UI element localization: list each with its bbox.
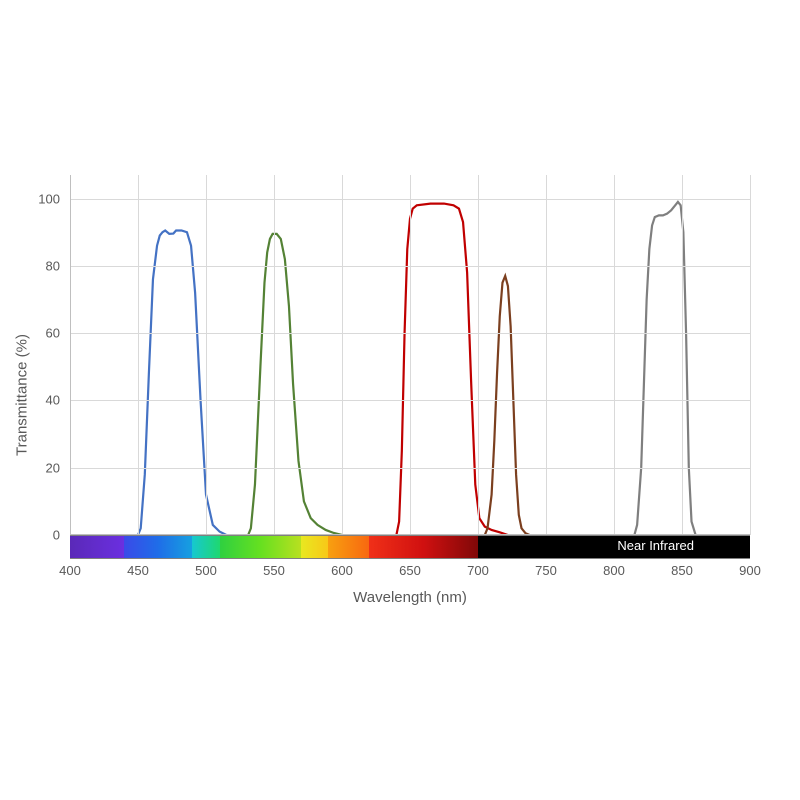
x-tick: 850: [671, 563, 693, 578]
x-tick: 750: [535, 563, 557, 578]
spectrum-band: [328, 536, 369, 558]
plot-area: [70, 175, 750, 535]
y-tick: 60: [20, 326, 60, 341]
x-axis-label: Wavelength (nm): [353, 589, 467, 606]
spectrum-band: [220, 536, 302, 558]
x-tick: 600: [331, 563, 353, 578]
spectrum-bar: Near Infrared: [70, 535, 750, 559]
spectrum-band: [192, 536, 219, 558]
spectrum-band: [478, 536, 750, 558]
x-tick: 800: [603, 563, 625, 578]
green-filter: [248, 234, 342, 535]
y-tick: 0: [20, 528, 60, 543]
x-tick: 550: [263, 563, 285, 578]
transmittance-chart: Near Infrared Wavelength (nm) Transmitta…: [70, 175, 750, 615]
x-tick: 450: [127, 563, 149, 578]
x-tick: 650: [399, 563, 421, 578]
blue-filter: [138, 231, 226, 535]
red-edge-filter: [485, 276, 530, 535]
spectrum-band: [369, 536, 478, 558]
x-tick: 900: [739, 563, 761, 578]
y-tick: 20: [20, 460, 60, 475]
y-tick: 40: [20, 393, 60, 408]
x-tick: 500: [195, 563, 217, 578]
nir-filter: [634, 202, 695, 535]
y-tick: 80: [20, 258, 60, 273]
spectrum-band: [301, 536, 328, 558]
spectrum-band: [124, 536, 192, 558]
x-tick: 700: [467, 563, 489, 578]
nir-label: Near Infrared: [617, 538, 694, 553]
y-tick: 100: [20, 191, 60, 206]
x-tick: 400: [59, 563, 81, 578]
spectrum-band: [70, 536, 124, 558]
